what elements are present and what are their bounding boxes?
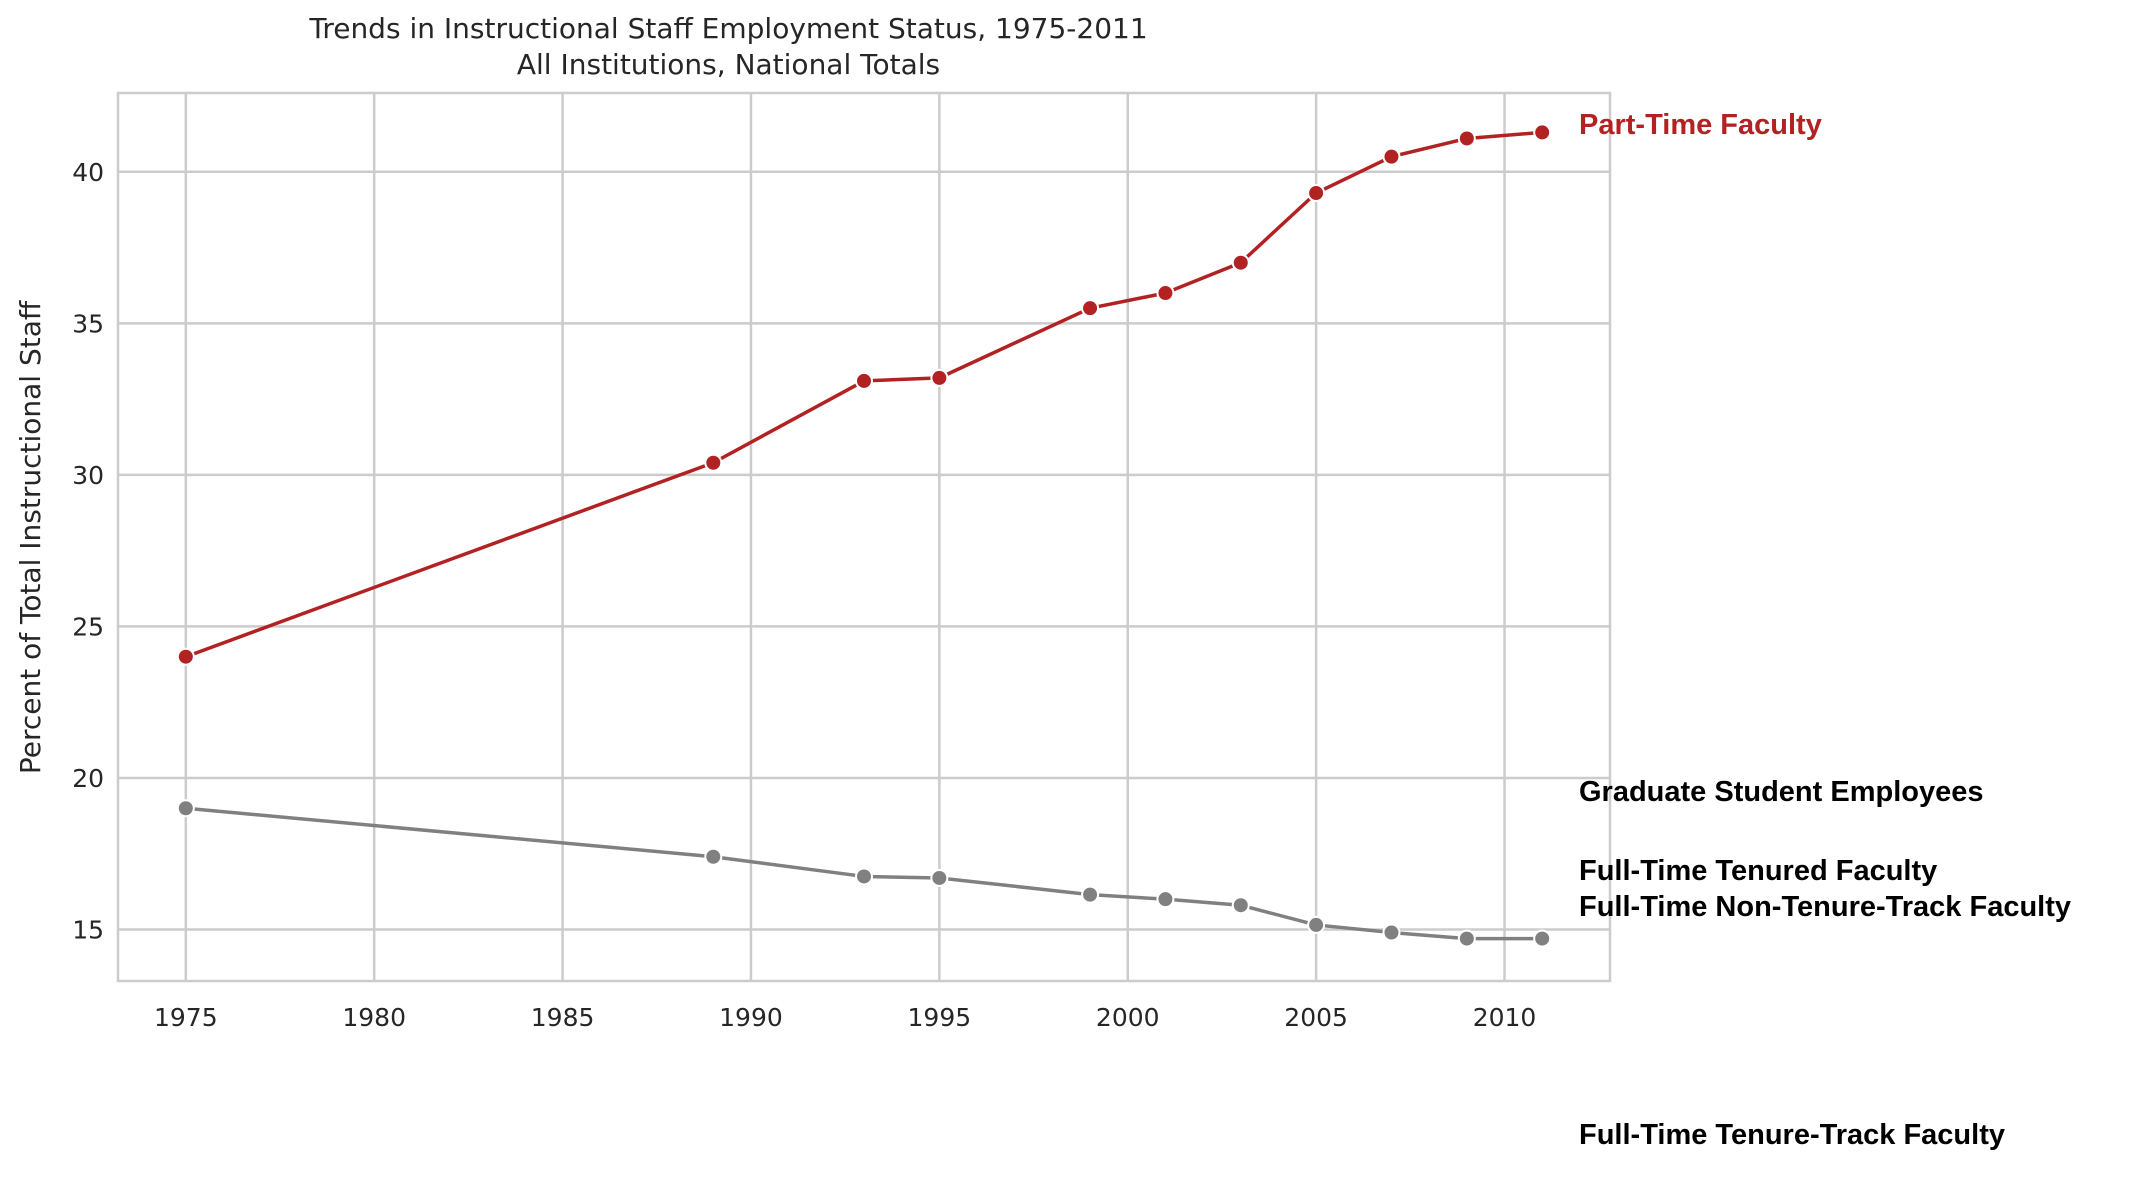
series-lines [185, 130, 1543, 941]
y-tick-label: 30 [72, 461, 104, 490]
series-point-0 [930, 368, 949, 387]
series-point-0 [855, 371, 873, 390]
series-point-0 [1156, 284, 1175, 303]
series-point-1 [1382, 923, 1401, 942]
series-point-1 [176, 799, 195, 818]
x-tick-label: 1985 [531, 1003, 595, 1032]
series-point-1 [704, 847, 723, 866]
x-tick-label: 2000 [1096, 1003, 1160, 1032]
series-point-1 [1307, 915, 1326, 934]
series-point-0 [176, 647, 195, 666]
series-line-0 [185, 130, 1543, 659]
y-tick-label: 35 [72, 309, 104, 338]
series-points [176, 123, 1552, 948]
y-tick-label: 15 [72, 915, 104, 944]
chart-subtitle: All Institutions, National Totals [516, 48, 941, 81]
annotation-label: Full-Time Tenure-Track Faculty [1579, 1118, 2005, 1151]
series-point-1 [1081, 885, 1100, 904]
series-point-0 [1533, 123, 1552, 142]
series-point-0 [1081, 299, 1100, 318]
chart-title: Trends in Instructional Staff Employment… [309, 12, 1148, 45]
series-point-0 [1307, 184, 1326, 203]
tick-labels: 1975 1980 1985 1990 1995 2000 2005 2010 15 20 25 30… [72, 158, 1536, 1032]
series-point-1 [1231, 896, 1250, 915]
series-point-0 [1457, 129, 1476, 148]
y-tick-label: 20 [72, 764, 104, 793]
series-point-1 [1533, 929, 1552, 948]
series-point-1 [1156, 890, 1175, 909]
x-tick-label: 1995 [908, 1003, 972, 1032]
x-tick-label: 1975 [154, 1003, 218, 1032]
series-point-0 [1382, 147, 1401, 166]
series-point-1 [1457, 929, 1476, 948]
series-point-0 [704, 453, 723, 472]
x-tick-label: 2010 [1473, 1003, 1537, 1032]
annotation-label: Full-Time Tenured Faculty [1579, 854, 1938, 887]
annotation-label: Part-Time Faculty [1579, 109, 1822, 142]
x-tick-label: 1990 [719, 1003, 783, 1032]
y-tick-label: 40 [72, 158, 104, 187]
annotation-label: Full-Time Non-Tenure-Track Faculty [1579, 891, 2072, 924]
x-tick-label: 1980 [342, 1003, 406, 1032]
grid [118, 93, 1610, 981]
series-point-0 [1231, 253, 1250, 272]
y-tick-label: 25 [72, 612, 104, 641]
series-point-1 [855, 867, 873, 886]
x-tick-label: 2005 [1284, 1003, 1348, 1032]
series-point-1 [930, 868, 949, 887]
annotation-label: Graduate Student Employees [1579, 776, 1984, 809]
plot-frame [116, 91, 1612, 983]
